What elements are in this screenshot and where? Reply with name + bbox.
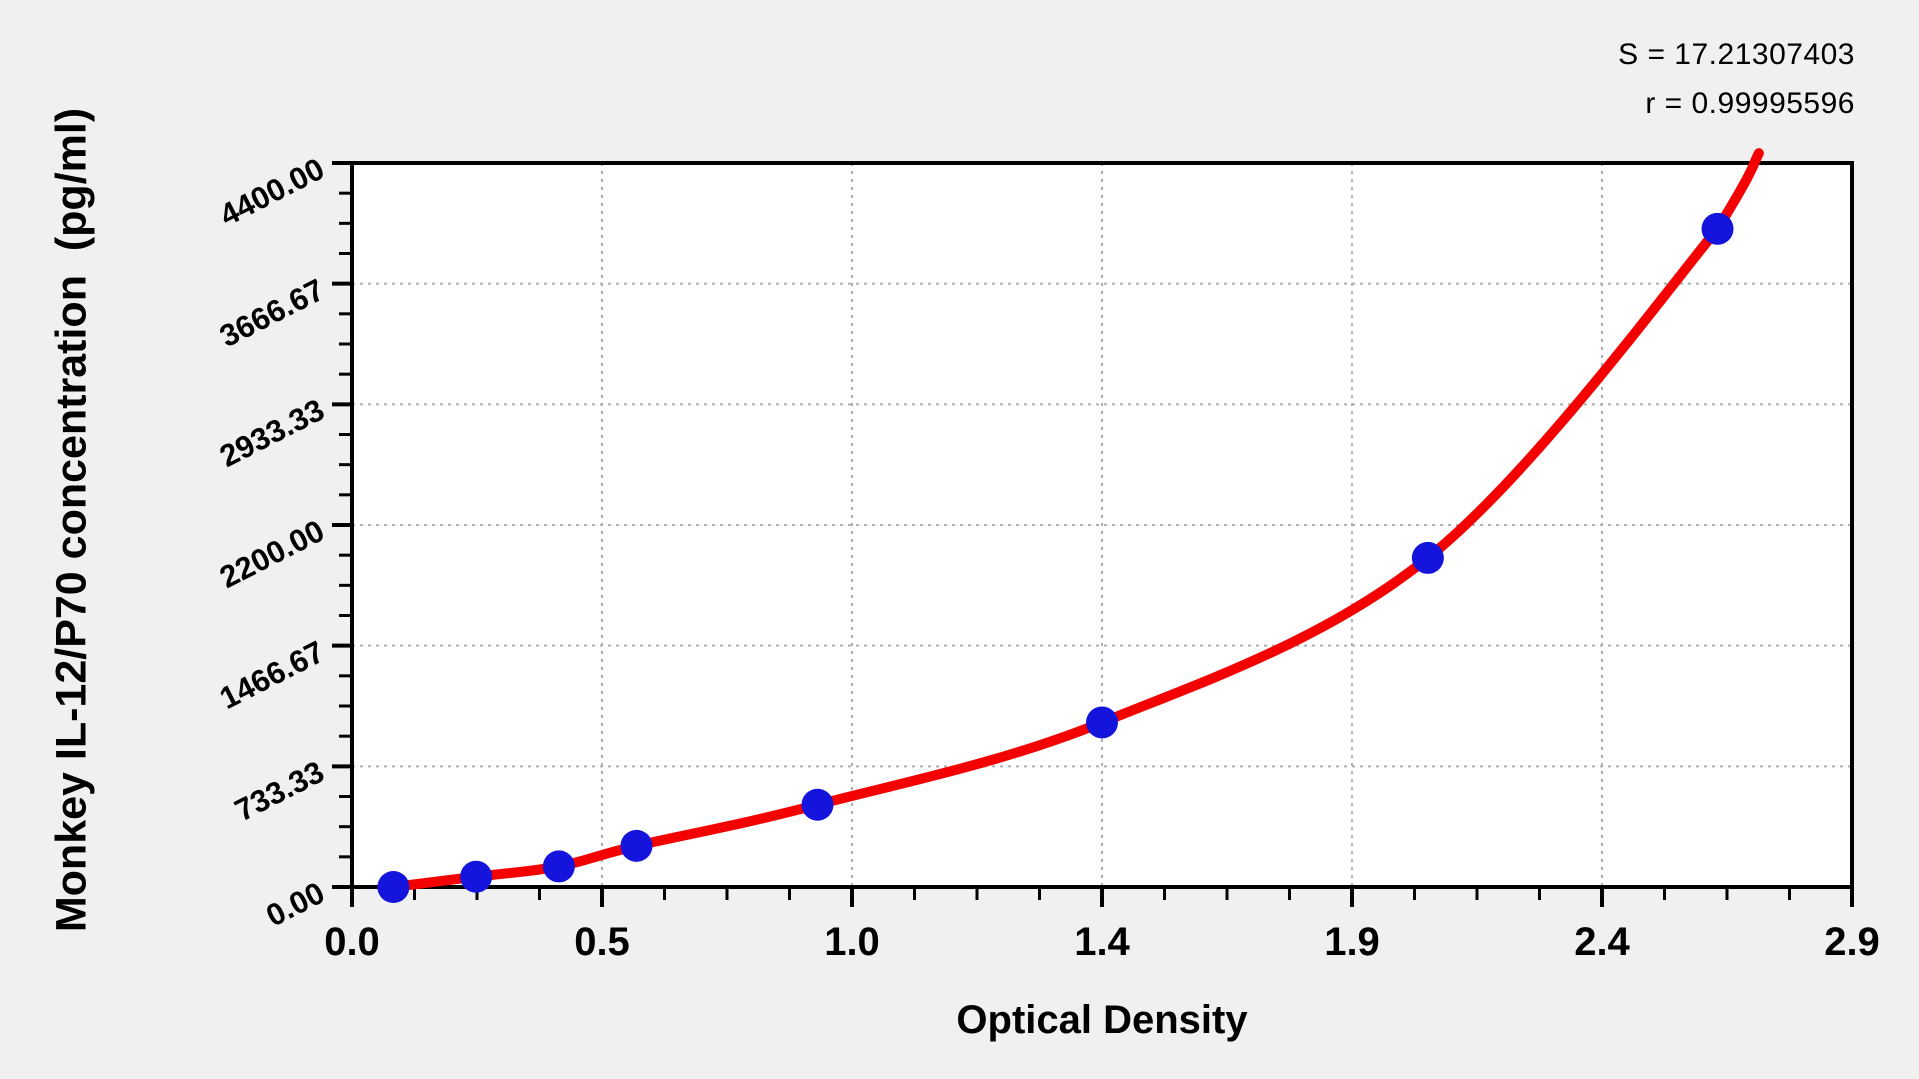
x-tick-label: 2.9 xyxy=(1824,920,1880,964)
data-point xyxy=(1086,706,1118,739)
x-tick-label: 1.9 xyxy=(1324,920,1380,964)
x-axis-title: Optical Density xyxy=(956,998,1248,1042)
data-point xyxy=(542,850,575,883)
x-tick-label: 0.5 xyxy=(574,920,630,964)
data-point xyxy=(801,788,834,821)
fit-statistics: S = 17.21307403 r = 0.99995596 xyxy=(1618,30,1855,128)
x-tick-label: 2.4 xyxy=(1574,920,1630,964)
data-point xyxy=(1701,212,1734,245)
data-point xyxy=(460,860,493,893)
y-axis-title: Monkey IL-12/P70 concentration (pg/ml) xyxy=(47,107,96,933)
x-tick-label: 1.0 xyxy=(824,920,880,964)
x-tick-label: 0.0 xyxy=(324,920,380,964)
x-tick-label: 1.4 xyxy=(1074,920,1130,964)
data-point xyxy=(377,871,410,903)
fit-statistic-s: S = 17.21307403 xyxy=(1618,38,1855,71)
fit-statistic-r: r = 0.99995596 xyxy=(1645,87,1855,120)
data-point xyxy=(1411,541,1444,574)
data-point xyxy=(620,829,653,862)
